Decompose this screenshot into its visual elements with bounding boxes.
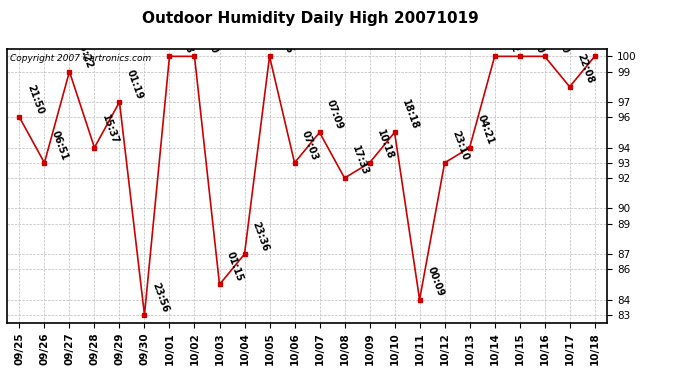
Text: Copyright 2007 Cartronics.com: Copyright 2007 Cartronics.com: [10, 54, 151, 63]
Text: 01:15: 01:15: [225, 251, 245, 283]
Text: 23:36: 23:36: [250, 220, 270, 253]
Text: 21:50: 21:50: [25, 83, 45, 116]
Text: 00:09: 00:09: [425, 266, 445, 298]
Text: 06:33: 06:33: [175, 22, 195, 55]
Text: 05:22: 05:22: [75, 38, 95, 70]
Text: 22:08: 22:08: [575, 53, 595, 86]
Text: 05:55: 05:55: [275, 22, 295, 55]
Text: 07:09: 07:09: [325, 99, 345, 131]
Text: 01:19: 01:19: [125, 68, 145, 100]
Text: 03:56: 03:56: [600, 22, 620, 55]
Text: Outdoor Humidity Daily High 20071019: Outdoor Humidity Daily High 20071019: [142, 11, 479, 26]
Text: 00:00: 00:00: [525, 22, 545, 55]
Text: 06:51: 06:51: [50, 129, 70, 161]
Text: 18:18: 18:18: [400, 98, 420, 131]
Text: 00:00: 00:00: [200, 22, 220, 55]
Text: 15:32: 15:32: [500, 22, 520, 55]
Text: 23:10: 23:10: [450, 129, 470, 161]
Text: 23:56: 23:56: [150, 281, 170, 314]
Text: 07:03: 07:03: [300, 129, 320, 161]
Text: 04:21: 04:21: [475, 114, 495, 146]
Text: 17:33: 17:33: [350, 144, 370, 177]
Text: 15:37: 15:37: [100, 114, 120, 146]
Text: 10:18: 10:18: [375, 129, 395, 161]
Text: 00:00: 00:00: [550, 22, 570, 55]
